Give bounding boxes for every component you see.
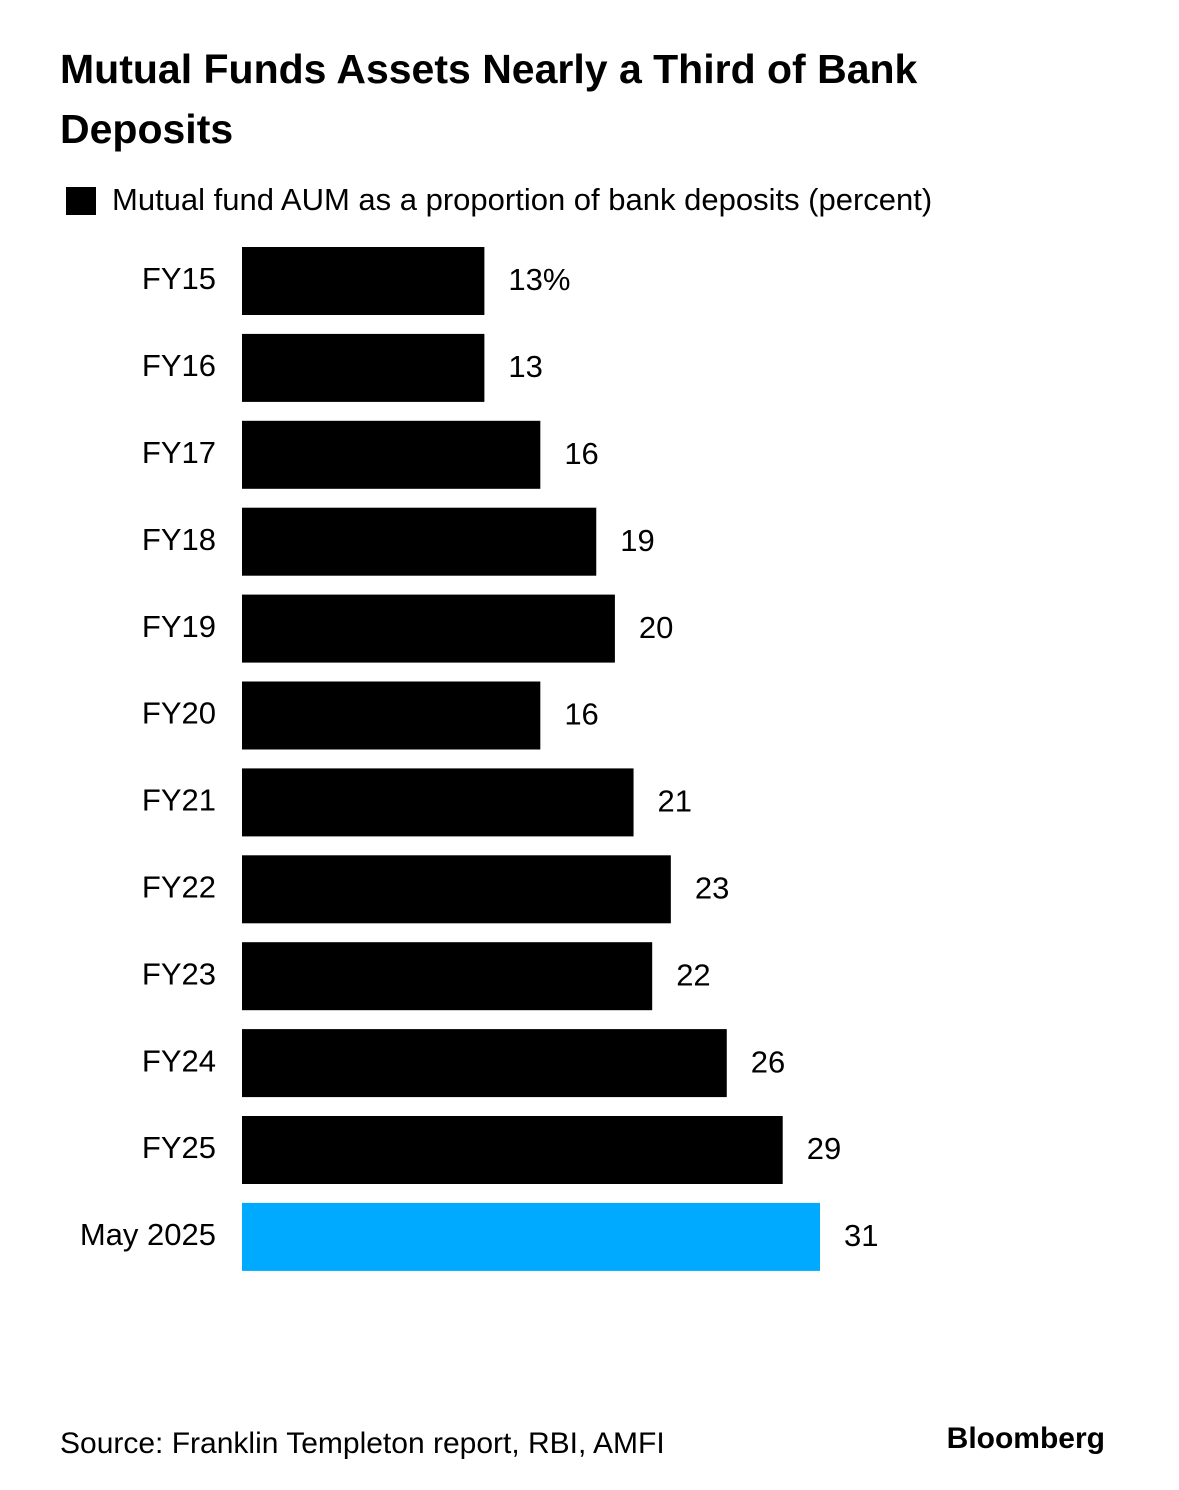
source: Source: Franklin Templeton report, RBI, … — [60, 1427, 665, 1460]
value-label: 19 — [620, 523, 654, 558]
y-tick-label: FY19 — [142, 609, 216, 644]
value-label: 13 — [508, 349, 542, 384]
y-tick-label: FY22 — [142, 869, 216, 904]
labels: FY15 FY16 FY17 FY18 FY19 FY20 FY21 FY22 FY23 FY24… — [80, 261, 216, 1252]
value-label: 22 — [676, 957, 710, 992]
bar — [242, 1029, 727, 1098]
y-tick-label: FY17 — [142, 435, 216, 470]
y-tick-label: FY16 — [142, 348, 216, 383]
value-label: 20 — [639, 610, 673, 645]
bar — [242, 333, 485, 402]
legend-swatch — [66, 187, 96, 215]
bar — [242, 1116, 783, 1184]
bar — [242, 594, 615, 663]
y-tick-label: FY20 — [142, 696, 216, 731]
y-tick-label: FY18 — [142, 522, 216, 557]
bar — [242, 768, 634, 837]
bar — [242, 942, 653, 1011]
value-label: 21 — [658, 784, 692, 819]
value-label: 23 — [695, 870, 729, 905]
y-tick-label: FY21 — [142, 783, 216, 818]
bar — [242, 507, 597, 576]
y-tick-label: FY23 — [142, 956, 216, 991]
bar — [242, 855, 671, 924]
y-tick-label: FY15 — [142, 261, 216, 296]
value-label: 29 — [807, 1131, 841, 1166]
chart-title: Mutual Funds Assets Nearly a Third of Ba… — [60, 46, 918, 152]
y-tick-label: FY25 — [142, 1130, 216, 1165]
value-label: 13% — [508, 262, 570, 297]
bar — [242, 247, 485, 315]
value-label: 26 — [751, 1044, 785, 1079]
brand: Bloomberg — [947, 1422, 1105, 1455]
y-tick-label: May 2025 — [80, 1217, 216, 1252]
bar — [242, 1202, 820, 1271]
legend-label: Mutual fund AUM as a proportion of bank … — [112, 182, 932, 217]
value-label: 16 — [564, 697, 598, 732]
y-tick-label: FY24 — [142, 1043, 216, 1078]
value-label: 16 — [564, 436, 598, 471]
value-label: 31 — [844, 1218, 878, 1253]
bar — [242, 420, 541, 489]
bar — [242, 681, 541, 750]
